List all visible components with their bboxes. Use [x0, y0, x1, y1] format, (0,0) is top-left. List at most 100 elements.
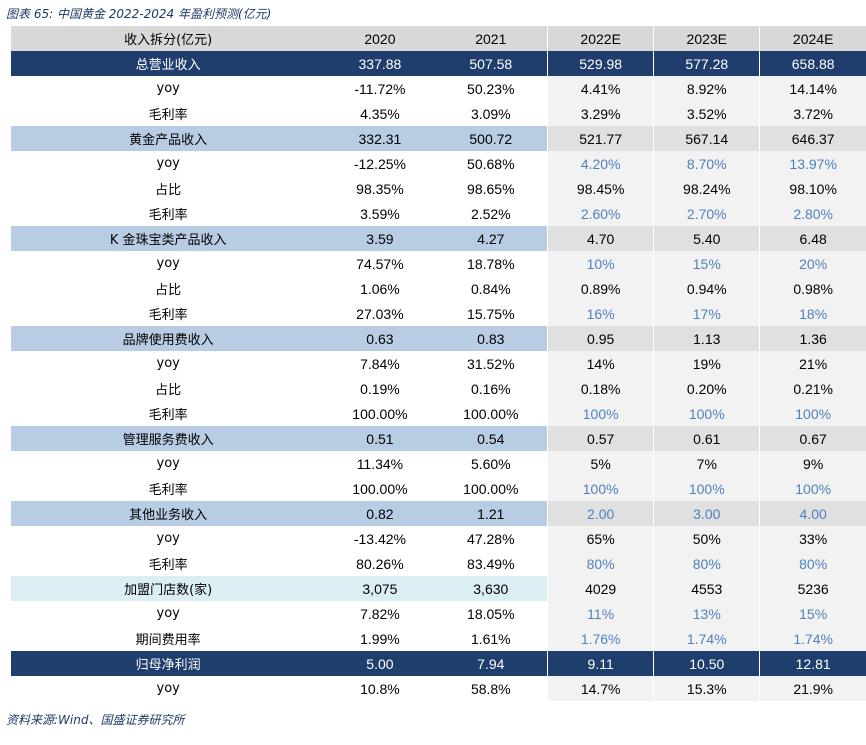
historical-value-cell: 100.00%	[352, 480, 408, 497]
historical-value-cell: 0.54	[434, 426, 548, 451]
row-label: 总营业收入	[11, 51, 326, 76]
historical-value-cell: 0.51	[325, 426, 435, 451]
forecast-value-cell: 17%	[653, 301, 760, 326]
historical-value-cell: 7.82%	[360, 605, 400, 622]
table-row: 占比 98.35% 98.65% 98.45% 98.24% 98.10%	[11, 176, 866, 201]
table-row: yoy 74.57% 18.78% 10% 15% 20%	[11, 251, 866, 276]
forecast-value-cell: 15%	[759, 601, 866, 626]
forecast-value-cell: 7%	[653, 451, 760, 476]
header-year: 2020	[325, 26, 435, 51]
historical-value-cell: -13.42%	[353, 530, 406, 547]
table-row: yoy -13.42% 47.28% 65% 50% 33%	[11, 526, 866, 551]
historical-value-cell: 50.68%	[467, 155, 515, 172]
row-label: yoy	[156, 681, 180, 696]
forecast-value-cell: 567.14	[653, 126, 760, 151]
forecast-value-cell: 4553	[653, 576, 760, 601]
table-row: 管理服务费收入 0.51 0.54 0.57 0.61 0.67	[11, 426, 866, 451]
forecast-value-cell: 0.94%	[653, 276, 760, 301]
table-row: 毛利率 100.00% 100.00% 100% 100% 100%	[11, 401, 866, 426]
source-note: 资料来源:Wind、国盛证券研究所	[6, 713, 185, 727]
table-row: 品牌使用费收入 0.63 0.83 0.95 1.13 1.36	[11, 326, 866, 351]
table-row: 其他业务收入 0.82 1.21 2.00 3.00 4.00	[11, 501, 866, 526]
forecast-value-cell: 0.89%	[547, 276, 654, 301]
table-row: 黄金产品收入 332.31 500.72 521.77 567.14 646.37	[11, 126, 866, 151]
forecast-value-cell: 5236	[759, 576, 866, 601]
historical-value-cell: 4.27	[434, 226, 548, 251]
header-year: 2023E	[653, 26, 760, 51]
row-label: yoy	[156, 156, 180, 171]
table-row: 占比 1.06% 0.84% 0.89% 0.94% 0.98%	[11, 276, 866, 301]
forecast-value-cell: 577.28	[653, 51, 760, 76]
forecast-value-cell: 18%	[759, 301, 866, 326]
row-label: 其他业务收入	[11, 501, 326, 526]
table-row: 归母净利润 5.00 7.94 9.11 10.50 12.81	[11, 651, 866, 676]
header-year: 2022E	[547, 26, 654, 51]
table-row: 毛利率 80.26% 83.49% 80% 80% 80%	[11, 551, 866, 576]
forecast-value-cell: 80%	[547, 551, 654, 576]
historical-value-cell: 2.52%	[470, 205, 511, 222]
row-label: 占比	[155, 283, 182, 298]
forecast-value-cell: 100%	[653, 401, 760, 426]
row-label: 归母净利润	[11, 651, 326, 676]
historical-value-cell: 18.05%	[467, 605, 515, 622]
row-label: 加盟门店数(家)	[11, 576, 326, 601]
forecast-value-cell: 19%	[653, 351, 760, 376]
table-row: yoy 7.84% 31.52% 14% 19% 21%	[11, 351, 866, 376]
forecast-value-cell: 1.36	[759, 326, 866, 351]
forecast-value-cell: 2.00	[547, 501, 654, 526]
forecast-value-cell: 4.41%	[547, 76, 654, 101]
row-label: 品牌使用费收入	[11, 326, 326, 351]
forecast-value-cell: 4.00	[759, 501, 866, 526]
historical-value-cell: 100.00%	[463, 405, 519, 422]
forecast-value-cell: 100%	[653, 476, 760, 501]
forecast-value-cell: 13.97%	[759, 151, 866, 176]
historical-value-cell: 0.83	[434, 326, 548, 351]
historical-value-cell: 1.99%	[360, 630, 400, 647]
forecast-value-cell: 14.7%	[547, 676, 654, 701]
forecast-value-cell: 14.14%	[759, 76, 866, 101]
table-row: 毛利率 27.03% 15.75% 16% 17% 18%	[11, 301, 866, 326]
historical-value-cell: 7.94	[434, 651, 548, 676]
forecast-value-cell: 529.98	[547, 51, 654, 76]
historical-value-cell: 507.58	[434, 51, 548, 76]
forecast-value-cell: 1.13	[653, 326, 760, 351]
historical-value-cell: 15.75%	[467, 305, 515, 322]
forecast-value-cell: 100%	[759, 476, 866, 501]
row-label: yoy	[156, 81, 180, 96]
historical-value-cell: 3.59%	[360, 205, 400, 222]
forecast-value-cell: 100%	[547, 401, 654, 426]
forecast-value-cell: 3.52%	[653, 101, 760, 126]
forecast-value-cell: 1.74%	[759, 626, 866, 651]
forecast-value-cell: 100%	[759, 401, 866, 426]
forecast-value-cell: 2.60%	[547, 201, 654, 226]
header-label: 收入拆分(亿元)	[11, 26, 326, 51]
forecast-value-cell: 12.81	[759, 651, 866, 676]
historical-value-cell: 3.09%	[470, 105, 511, 122]
historical-value-cell: 1.21	[434, 501, 548, 526]
forecast-value-cell: 15%	[653, 251, 760, 276]
table-row: yoy -11.72% 50.23% 4.41% 8.92% 14.14%	[11, 76, 866, 101]
forecast-value-cell: 4.20%	[547, 151, 654, 176]
forecast-value-cell: 8.92%	[653, 76, 760, 101]
historical-value-cell: 50.23%	[467, 80, 515, 97]
row-label: yoy	[156, 606, 180, 621]
historical-value-cell: 3,630	[434, 576, 548, 601]
forecast-value-cell: 0.20%	[653, 376, 760, 401]
forecast-value-cell: 8.70%	[653, 151, 760, 176]
historical-value-cell: 0.16%	[470, 380, 511, 397]
historical-value-cell: 3,075	[325, 576, 435, 601]
row-label: 毛利率	[148, 483, 188, 498]
header-year: 2021	[434, 26, 548, 51]
forecast-value-cell: 9.11	[547, 651, 654, 676]
historical-value-cell: 0.63	[325, 326, 435, 351]
row-label: yoy	[156, 256, 180, 271]
forecast-value-cell: 100%	[547, 476, 654, 501]
historical-value-cell: 11.34%	[356, 455, 404, 472]
row-label: 毛利率	[148, 408, 188, 423]
table-row: 加盟门店数(家) 3,075 3,630 4029 4553 5236	[11, 576, 866, 601]
forecast-value-cell: 0.98%	[759, 276, 866, 301]
forecast-value-cell: 15.3%	[653, 676, 760, 701]
header-year: 2024E	[759, 26, 866, 51]
row-label: 毛利率	[148, 308, 188, 323]
forecast-value-cell: 21%	[759, 351, 866, 376]
